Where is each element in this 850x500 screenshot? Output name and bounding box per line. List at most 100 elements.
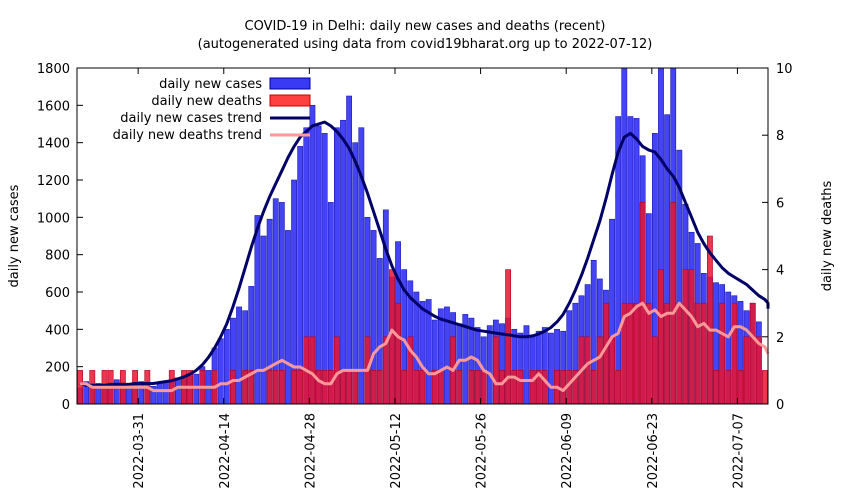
deaths-bar bbox=[658, 269, 664, 405]
plot-border bbox=[76, 67, 769, 405]
cases-bar bbox=[254, 215, 261, 405]
y2-axis-label: daily new deaths bbox=[820, 180, 835, 291]
cases-bar bbox=[260, 235, 267, 405]
deaths-bar bbox=[315, 370, 322, 405]
y-tick-label: 1600 bbox=[37, 99, 70, 114]
legend-label-cases: daily new cases bbox=[159, 77, 262, 92]
deaths-bar bbox=[596, 336, 603, 405]
x-tick-label: 2022-03-31 bbox=[132, 413, 147, 489]
deaths-bar bbox=[492, 336, 499, 405]
y2-tick-label: 8 bbox=[776, 129, 784, 144]
y-tick-label: 1400 bbox=[37, 137, 70, 152]
cases-bar bbox=[340, 119, 346, 405]
deaths-bar bbox=[376, 370, 383, 405]
cases-bar bbox=[236, 306, 242, 405]
x-tick-label: 2022-06-23 bbox=[646, 413, 661, 489]
deaths-bar bbox=[651, 336, 658, 405]
cases-bar bbox=[126, 386, 132, 405]
deaths-bar bbox=[743, 336, 750, 405]
deaths-bar bbox=[395, 302, 401, 405]
deaths-bar bbox=[731, 302, 738, 405]
cases-bar bbox=[315, 125, 322, 405]
y-tick-label: 800 bbox=[45, 249, 70, 264]
deaths-bar bbox=[505, 269, 512, 405]
cases-bar bbox=[321, 133, 328, 405]
deaths-bar bbox=[168, 370, 175, 405]
axes: 0 200 400 600 800 1000 1200 1400 1600 1800 0 2 4 6 8 10… bbox=[37, 62, 793, 489]
deaths-bar bbox=[737, 370, 744, 405]
deaths-bar bbox=[590, 370, 597, 405]
deaths-bar bbox=[321, 370, 328, 405]
legend-swatch-deaths bbox=[269, 94, 311, 107]
deaths-bar bbox=[725, 370, 732, 405]
deaths-bar bbox=[603, 302, 609, 405]
deaths-bar bbox=[456, 370, 463, 405]
deaths-bar bbox=[370, 370, 377, 405]
y-tick-label: 1800 bbox=[37, 62, 70, 77]
deaths-bar bbox=[474, 370, 481, 405]
deaths-bar bbox=[517, 370, 524, 405]
cases-bar bbox=[285, 230, 291, 405]
x-tick-label: 2022-04-14 bbox=[218, 413, 233, 489]
y2-tick-label: 4 bbox=[776, 264, 784, 279]
legend: daily new cases daily new deaths daily n… bbox=[113, 77, 311, 143]
deaths-bar bbox=[272, 370, 279, 405]
x-tick-label: 2022-06-09 bbox=[560, 413, 575, 489]
legend-label-cases-trend: daily new cases trend bbox=[120, 111, 262, 126]
deaths-bar bbox=[401, 370, 408, 405]
y-tick-label: 1000 bbox=[37, 211, 70, 226]
deaths-bar bbox=[437, 370, 444, 405]
deaths-bar bbox=[297, 370, 304, 405]
deaths-bar bbox=[278, 370, 285, 405]
deaths-bar bbox=[645, 302, 652, 405]
y-tick-label: 0 bbox=[62, 398, 70, 413]
deaths-bar bbox=[419, 370, 426, 405]
deaths-bar bbox=[682, 269, 689, 405]
deaths-bar bbox=[511, 370, 518, 405]
x-tick-label: 2022-04-28 bbox=[303, 413, 318, 489]
cases-bar bbox=[548, 332, 554, 405]
deaths-bar bbox=[615, 370, 622, 405]
y-tick-label: 1200 bbox=[37, 174, 70, 189]
x-tick-label: 2022-05-12 bbox=[389, 413, 404, 489]
deaths-bar bbox=[713, 370, 719, 405]
deaths-bar bbox=[480, 370, 487, 405]
deaths-bar bbox=[627, 302, 634, 405]
y2-tick-label: 10 bbox=[776, 62, 793, 77]
y-axis-label: daily new cases bbox=[7, 184, 22, 287]
deaths-bar bbox=[700, 302, 707, 405]
cases-bar bbox=[156, 383, 163, 405]
deaths-bar bbox=[688, 269, 695, 405]
cases-bar bbox=[297, 146, 304, 405]
y2-tick-label: 6 bbox=[776, 196, 784, 211]
deaths-bar bbox=[529, 370, 536, 405]
deaths-bar bbox=[327, 370, 334, 405]
deaths-bar bbox=[749, 302, 756, 405]
y2-tick-label: 0 bbox=[776, 398, 784, 413]
cases-bar bbox=[223, 329, 230, 405]
legend-swatch-cases bbox=[269, 77, 311, 90]
deaths-bar bbox=[694, 302, 701, 405]
cases-bar bbox=[352, 142, 359, 405]
deaths-bar bbox=[762, 370, 768, 405]
deaths-bar bbox=[676, 302, 683, 405]
cases-bar bbox=[174, 377, 181, 405]
deaths-bar bbox=[633, 302, 640, 405]
cases-bar bbox=[486, 325, 493, 405]
deaths-bar bbox=[352, 370, 359, 405]
legend-label-deaths-trend: daily new deaths trend bbox=[113, 128, 262, 143]
deaths-bar bbox=[266, 370, 273, 405]
deaths-bar bbox=[431, 370, 438, 405]
deaths-bar bbox=[719, 302, 726, 405]
trend-lines bbox=[79, 120, 770, 393]
y-tick-label: 600 bbox=[45, 286, 70, 301]
deaths-trend-line bbox=[80, 301, 770, 393]
deaths-bar bbox=[707, 235, 713, 405]
cases-bar bbox=[217, 338, 224, 405]
deaths-bar bbox=[584, 336, 591, 405]
deaths-bar bbox=[468, 370, 475, 405]
legend-label-deaths: daily new deaths bbox=[151, 94, 262, 109]
deaths-bar bbox=[541, 370, 548, 405]
cases-bar bbox=[162, 382, 169, 405]
